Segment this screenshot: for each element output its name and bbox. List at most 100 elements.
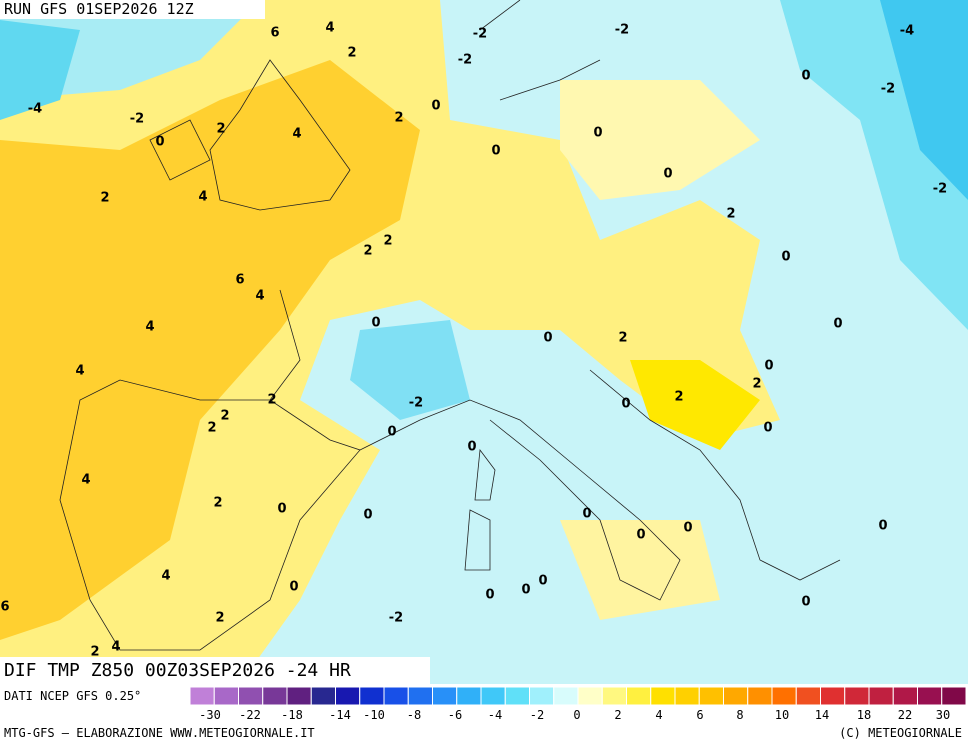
contour-label: 2 <box>207 421 216 436</box>
contour-label: 0 <box>582 507 591 522</box>
contour-label: 2 <box>618 331 627 346</box>
colorbar-label: -4 <box>488 708 502 722</box>
contour-label: -2 <box>473 27 487 42</box>
color-box <box>771 686 797 706</box>
colorbar-label: -30 <box>199 708 221 722</box>
contour-label: 4 <box>145 320 154 335</box>
run-label: RUN GFS 01SEP2026 12Z <box>4 0 194 18</box>
color-box <box>407 686 433 706</box>
contour-label: 2 <box>216 122 225 137</box>
color-box <box>213 686 239 706</box>
contour-label: 0 <box>289 580 298 595</box>
contour-label: 2 <box>90 645 99 660</box>
contour-label: 0 <box>521 583 530 598</box>
contour-label: -2 <box>881 82 895 97</box>
color-box <box>747 686 773 706</box>
contour-label: 0 <box>491 144 500 159</box>
colorbar-label: -18 <box>281 708 303 722</box>
color-box <box>577 686 603 706</box>
contour-label: 6 <box>0 600 9 615</box>
contour-label: 0 <box>833 317 842 332</box>
contour-label: 4 <box>81 473 90 488</box>
contour-label: 0 <box>277 502 286 517</box>
color-box <box>868 686 894 706</box>
contour-label: 0 <box>621 397 630 412</box>
contour-label: 0 <box>593 126 602 141</box>
colorbar-label: 4 <box>655 708 662 722</box>
color-box <box>892 686 918 706</box>
contour-label: -4 <box>900 24 914 39</box>
map-title: DIF TMP Z850 00Z03SEP2026 -24 HR <box>4 660 351 681</box>
color-box <box>674 686 700 706</box>
color-box <box>723 686 749 706</box>
contour-label: 0 <box>485 588 494 603</box>
color-box <box>601 686 627 706</box>
color-box <box>553 686 579 706</box>
contour-label: 4 <box>111 640 120 655</box>
colorbar-label: -2 <box>530 708 544 722</box>
colorbar-label: -10 <box>363 708 385 722</box>
contour-label: 0 <box>764 359 773 374</box>
contour-label: 0 <box>781 250 790 265</box>
contour-label: 0 <box>683 521 692 536</box>
color-box <box>262 686 288 706</box>
footer-left: MTG-GFS — ELABORAZIONE WWW.METEOGIORNALE… <box>4 726 315 740</box>
color-box <box>529 686 555 706</box>
contour-label: 2 <box>347 46 356 61</box>
color-box <box>310 686 336 706</box>
colorbar-label: 6 <box>696 708 703 722</box>
colorbar-label: 2 <box>614 708 621 722</box>
contour-label: 2 <box>674 390 683 405</box>
contour-label: 6 <box>235 273 244 288</box>
contour-label: -4 <box>28 102 42 117</box>
contour-label: -2 <box>409 396 423 411</box>
contour-label: 0 <box>763 421 772 436</box>
contour-label: 2 <box>213 496 222 511</box>
contour-label: 0 <box>878 519 887 534</box>
contour-label: -2 <box>458 53 472 68</box>
colorbar-label: 14 <box>815 708 829 722</box>
color-box <box>480 686 506 706</box>
color-box <box>820 686 846 706</box>
contour-label: 0 <box>363 508 372 523</box>
color-box <box>189 686 215 706</box>
colorbar: -30 -22 -18 -14 -10 -8 -6 -4 -2 0 2 4 6 8 10 14 18 22 30 <box>189 686 967 722</box>
color-box <box>238 686 264 706</box>
colorbar-label: -6 <box>448 708 462 722</box>
contour-label: 6 <box>270 26 279 41</box>
color-box <box>456 686 482 706</box>
contour-label: 2 <box>383 234 392 249</box>
header-box <box>0 0 265 19</box>
contour-label: 0 <box>801 595 810 610</box>
contour-label: 0 <box>543 331 552 346</box>
color-box <box>626 686 652 706</box>
source-label: DATI NCEP GFS 0.25° <box>4 689 141 703</box>
contour-label: 4 <box>325 21 334 36</box>
colorbar-label: 22 <box>898 708 912 722</box>
color-box <box>917 686 943 706</box>
contour-label: 2 <box>100 191 109 206</box>
contour-label: 0 <box>467 440 476 455</box>
contour-label: 2 <box>267 393 276 408</box>
contour-label: 0 <box>371 316 380 331</box>
title-box <box>0 657 430 684</box>
color-box <box>844 686 870 706</box>
contour-label: 4 <box>161 569 170 584</box>
contour-label: 0 <box>801 69 810 84</box>
color-box <box>432 686 458 706</box>
contour-label: 2 <box>363 244 372 259</box>
contour-label: 2 <box>215 611 224 626</box>
color-box <box>359 686 385 706</box>
map-background <box>0 0 968 684</box>
coastlines <box>59 0 841 651</box>
color-box <box>795 686 821 706</box>
contour-label: 4 <box>75 364 84 379</box>
contour-label: 2 <box>726 207 735 222</box>
contour-label: 4 <box>198 190 207 205</box>
color-box <box>335 686 361 706</box>
contour-label: 2 <box>220 409 229 424</box>
contour-label: 4 <box>255 289 264 304</box>
footer-right: (C) METEOGIORNALE <box>839 726 962 740</box>
